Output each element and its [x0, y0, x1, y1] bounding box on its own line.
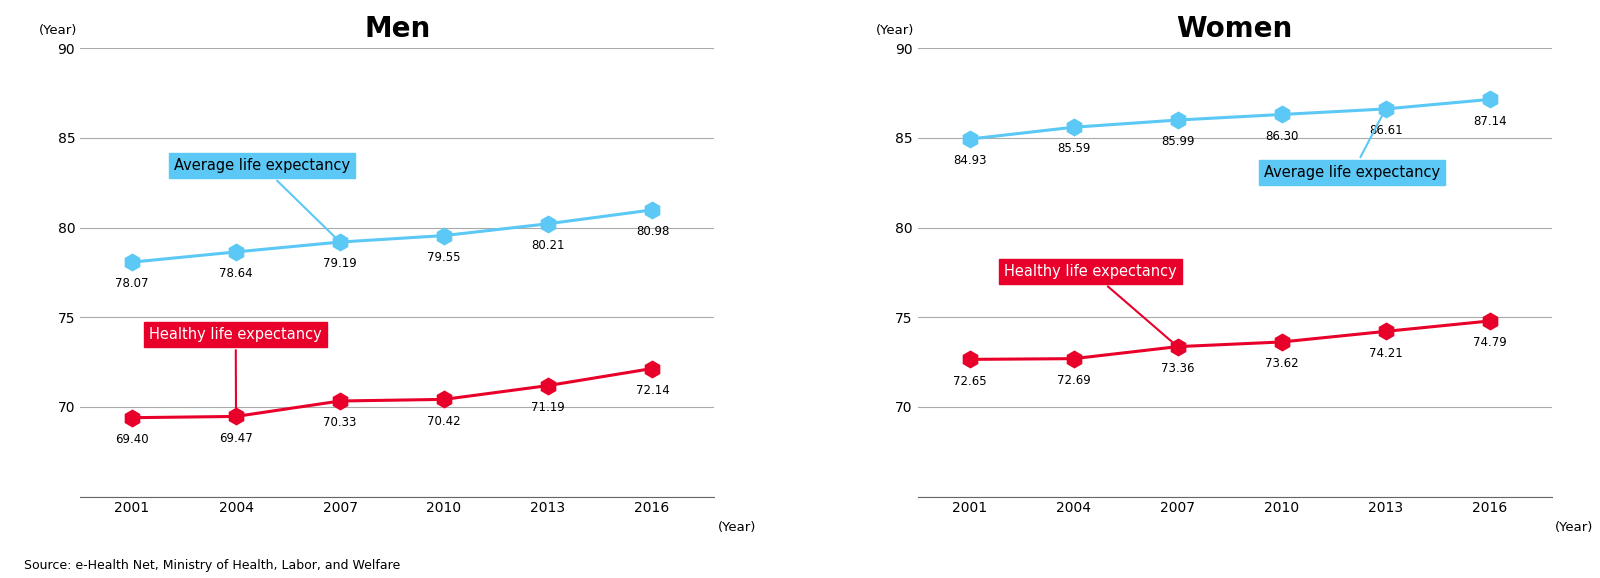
Text: 69.40: 69.40 [115, 433, 149, 446]
Text: 73.36: 73.36 [1162, 362, 1194, 375]
Text: 87.14: 87.14 [1474, 114, 1507, 128]
Text: (Year): (Year) [38, 24, 77, 37]
Text: Source: e-Health Net, Ministry of Health, Labor, and Welfare: Source: e-Health Net, Ministry of Health… [24, 560, 400, 572]
Text: 74.21: 74.21 [1368, 347, 1403, 360]
Text: 71.19: 71.19 [531, 401, 565, 414]
Title: Men: Men [365, 15, 430, 43]
Text: 69.47: 69.47 [219, 432, 253, 444]
Text: (Year): (Year) [718, 521, 757, 534]
Text: 70.33: 70.33 [323, 416, 357, 429]
Text: Average life expectancy: Average life expectancy [1264, 112, 1440, 180]
Text: 80.21: 80.21 [531, 239, 565, 252]
Text: 84.93: 84.93 [952, 154, 986, 167]
Text: 86.61: 86.61 [1368, 124, 1402, 137]
Text: 85.99: 85.99 [1162, 135, 1194, 149]
Text: 70.42: 70.42 [427, 414, 461, 428]
Text: 72.14: 72.14 [635, 384, 669, 397]
Text: Healthy life expectancy: Healthy life expectancy [149, 327, 322, 414]
Text: 72.65: 72.65 [952, 375, 986, 388]
Text: 80.98: 80.98 [637, 225, 669, 238]
Text: 79.55: 79.55 [427, 251, 461, 264]
Text: 73.62: 73.62 [1264, 357, 1298, 370]
Text: 79.19: 79.19 [323, 257, 357, 271]
Text: 78.64: 78.64 [219, 267, 253, 280]
Text: Average life expectancy: Average life expectancy [174, 158, 350, 240]
Text: 78.07: 78.07 [115, 277, 149, 290]
Text: 85.59: 85.59 [1058, 143, 1090, 155]
Text: 72.69: 72.69 [1056, 374, 1091, 387]
Text: 74.79: 74.79 [1474, 336, 1507, 349]
Title: Women: Women [1176, 15, 1293, 43]
Text: Healthy life expectancy: Healthy life expectancy [1005, 264, 1178, 345]
Text: (Year): (Year) [1555, 521, 1594, 534]
Text: (Year): (Year) [877, 24, 915, 37]
Text: 86.30: 86.30 [1266, 129, 1298, 143]
